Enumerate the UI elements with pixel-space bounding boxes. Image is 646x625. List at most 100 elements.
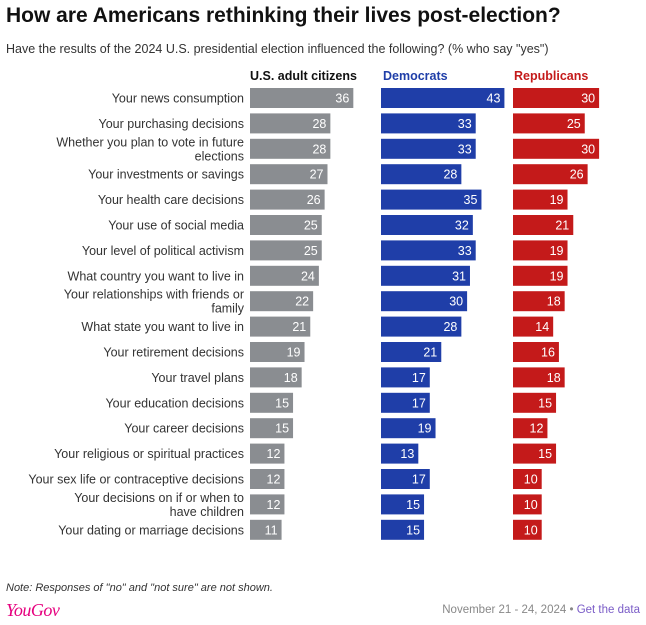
value-label-u-s-adult-citizens-your-career-decisions: 15: [275, 422, 289, 436]
value-label-u-s-adult-citizens-what-state-you-want-to-live-in: 21: [292, 320, 306, 334]
bar-republicans-your-travel-plans: [513, 367, 565, 388]
value-label-democrats-your-travel-plans: 17: [412, 371, 426, 385]
value-label-u-s-adult-citizens-your-use-of-social-media: 25: [304, 219, 318, 233]
bar-democrats-your-investments-or-savings: [381, 164, 462, 185]
value-label-democrats-your-level-of-political-activism: 33: [458, 244, 472, 258]
value-label-u-s-adult-citizens-your-investments-or-savings: 27: [310, 168, 324, 182]
value-label-democrats-your-career-decisions: 19: [418, 422, 432, 436]
value-label-u-s-adult-citizens-your-dating-or-marriage-decisions: 11: [265, 523, 278, 537]
value-label-republicans-your-purchasing-decisions: 25: [567, 117, 581, 131]
value-label-republicans-your-sex-life-or-contraceptive-decisions: 10: [524, 473, 538, 487]
bar-u-s-adult-citizens-your-purchasing-decisions: [250, 113, 331, 134]
category-label-your-level-of-political-activism: Your level of political activism: [82, 244, 244, 258]
value-label-u-s-adult-citizens-your-purchasing-decisions: 28: [312, 117, 326, 131]
bar-republicans-your-religious-or-spiritual-practices: [513, 443, 557, 464]
value-label-democrats-your-decisions-on-if-or-when-to-have-children: 15: [406, 498, 420, 512]
bar-u-s-adult-citizens-your-level-of-political-activism: [250, 240, 322, 261]
value-label-republicans-your-investments-or-savings: 26: [570, 168, 584, 182]
value-label-democrats-your-health-care-decisions: 35: [464, 193, 478, 207]
survey-dates: November 21 - 24, 2024: [442, 604, 567, 616]
value-label-democrats-your-education-decisions: 17: [412, 396, 426, 410]
value-label-u-s-adult-citizens-your-decisions-on-if-or-when-to-have-children: 12: [267, 498, 281, 512]
bar-democrats-your-news-consumption: [381, 88, 505, 108]
bar-u-s-adult-citizens-your-education-decisions: [250, 392, 294, 413]
value-label-republicans-your-career-decisions: 12: [530, 422, 544, 436]
value-label-u-s-adult-citizens-your-retirement-decisions: 19: [287, 346, 301, 360]
category-label-your-retirement-decisions: Your retirement decisions: [103, 346, 244, 360]
chart-subtitle: Have the results of the 2024 U.S. presid…: [6, 42, 549, 56]
chart-title: How are Americans rethinking their lives…: [6, 4, 561, 27]
bar-republicans-your-retirement-decisions: [513, 342, 559, 362]
header-republicans: Republicans: [514, 69, 589, 83]
category-label-your-religious-or-spiritual-practices: Your religious or spiritual practices: [54, 447, 244, 461]
bar-democrats-your-travel-plans: [381, 367, 430, 388]
bar-u-s-adult-citizens-your-religious-or-spiritual-practices: [250, 443, 285, 464]
bar-republicans-your-health-care-decisions: [513, 189, 568, 210]
bar-u-s-adult-citizens-your-retirement-decisions: [250, 342, 305, 362]
bar-republicans-your-career-decisions: [513, 418, 548, 439]
get-data-link[interactable]: Get the data: [576, 604, 640, 616]
bar-u-s-adult-citizens-your-investments-or-savings: [250, 164, 328, 185]
bar-u-s-adult-citizens-your-decisions-on-if-or-when-to-have-children: [250, 494, 285, 515]
value-label-republicans-your-use-of-social-media: 21: [555, 219, 569, 233]
bar-republicans-your-news-consumption: [513, 88, 600, 108]
bar-republicans-whether-you-plan-to-vote-in-future-elections: [513, 138, 600, 159]
yougov-logo: YouGov: [6, 600, 60, 620]
value-label-democrats-your-investments-or-savings: 28: [443, 168, 457, 182]
bar-republicans-what-state-you-want-to-live-in: [513, 316, 554, 337]
bar-republicans-your-level-of-political-activism: [513, 240, 568, 261]
value-label-republicans-your-relationships-with-friends-or-family: 18: [547, 295, 561, 309]
category-label-your-purchasing-decisions: Your purchasing decisions: [99, 117, 244, 131]
footer-separator: •: [566, 604, 577, 616]
bar-u-s-adult-citizens-your-relationships-with-friends-or-family: [250, 291, 314, 312]
value-label-democrats-your-relationships-with-friends-or-family: 30: [449, 295, 463, 309]
value-label-democrats-your-use-of-social-media: 32: [455, 219, 469, 233]
category-label-what-state-you-want-to-live-in: What state you want to live in: [81, 320, 244, 334]
value-label-republicans-your-health-care-decisions: 19: [550, 193, 564, 207]
bar-u-s-adult-citizens-your-health-care-decisions: [250, 189, 325, 210]
bar-republicans-your-sex-life-or-contraceptive-decisions: [513, 469, 542, 489]
value-label-democrats-what-country-you-want-to-live-in: 31: [452, 269, 466, 283]
value-label-republicans-your-religious-or-spiritual-practices: 15: [538, 447, 552, 461]
value-label-democrats-your-religious-or-spiritual-practices: 13: [400, 447, 414, 461]
value-label-u-s-adult-citizens-your-sex-life-or-contraceptive-decisions: 12: [267, 473, 281, 487]
value-label-democrats-what-state-you-want-to-live-in: 28: [443, 320, 457, 334]
bar-u-s-adult-citizens-your-use-of-social-media: [250, 215, 322, 235]
value-label-republicans-your-dating-or-marriage-decisions: 10: [524, 523, 538, 537]
value-label-republicans-your-travel-plans: 18: [547, 371, 561, 385]
value-label-republicans-your-news-consumption: 30: [581, 92, 595, 106]
category-label-your-investments-or-savings: Your investments or savings: [88, 168, 244, 182]
bar-u-s-adult-citizens-what-country-you-want-to-live-in: [250, 265, 319, 286]
value-label-republicans-your-level-of-political-activism: 19: [550, 244, 564, 258]
value-label-democrats-whether-you-plan-to-vote-in-future-elections: 33: [458, 142, 472, 156]
bar-democrats-your-decisions-on-if-or-when-to-have-children: [381, 494, 425, 515]
bar-democrats-your-career-decisions: [381, 418, 436, 439]
category-label-your-use-of-social-media: Your use of social media: [108, 219, 244, 233]
value-label-u-s-adult-citizens-your-travel-plans: 18: [284, 371, 298, 385]
value-label-u-s-adult-citizens-your-religious-or-spiritual-practices: 12: [267, 447, 281, 461]
bar-u-s-adult-citizens-what-state-you-want-to-live-in: [250, 316, 311, 337]
bar-democrats-your-sex-life-or-contraceptive-decisions: [381, 469, 430, 489]
value-label-democrats-your-news-consumption: 43: [487, 92, 501, 106]
value-label-democrats-your-sex-life-or-contraceptive-decisions: 17: [412, 473, 426, 487]
bar-republicans-your-education-decisions: [513, 392, 557, 413]
value-label-u-s-adult-citizens-your-level-of-political-activism: 25: [304, 244, 318, 258]
value-label-democrats-your-retirement-decisions: 21: [423, 346, 437, 360]
bar-democrats-your-dating-or-marriage-decisions: [381, 519, 425, 540]
value-label-u-s-adult-citizens-your-education-decisions: 15: [275, 396, 289, 410]
bar-democrats-your-religious-or-spiritual-practices: [381, 443, 419, 464]
bar-democrats-your-education-decisions: [381, 392, 430, 413]
bar-democrats-your-health-care-decisions: [381, 189, 482, 210]
value-label-republicans-what-state-you-want-to-live-in: 14: [535, 320, 549, 334]
bar-republicans-what-country-you-want-to-live-in: [513, 265, 568, 286]
value-label-republicans-your-retirement-decisions: 16: [541, 346, 555, 360]
bar-democrats-what-state-you-want-to-live-in: [381, 316, 462, 337]
bar-democrats-your-relationships-with-friends-or-family: [381, 291, 468, 312]
category-label-your-decisions-on-if-or-when-to-have-children: Your decisions on if or when to have chil…: [74, 491, 244, 519]
bar-democrats-your-retirement-decisions: [381, 342, 442, 362]
bar-democrats-your-level-of-political-activism: [381, 240, 476, 261]
value-label-democrats-your-purchasing-decisions: 33: [458, 117, 472, 131]
value-label-u-s-adult-citizens-what-country-you-want-to-live-in: 24: [301, 269, 315, 283]
bar-republicans-your-investments-or-savings: [513, 164, 588, 185]
category-label-your-career-decisions: Your career decisions: [124, 422, 244, 436]
